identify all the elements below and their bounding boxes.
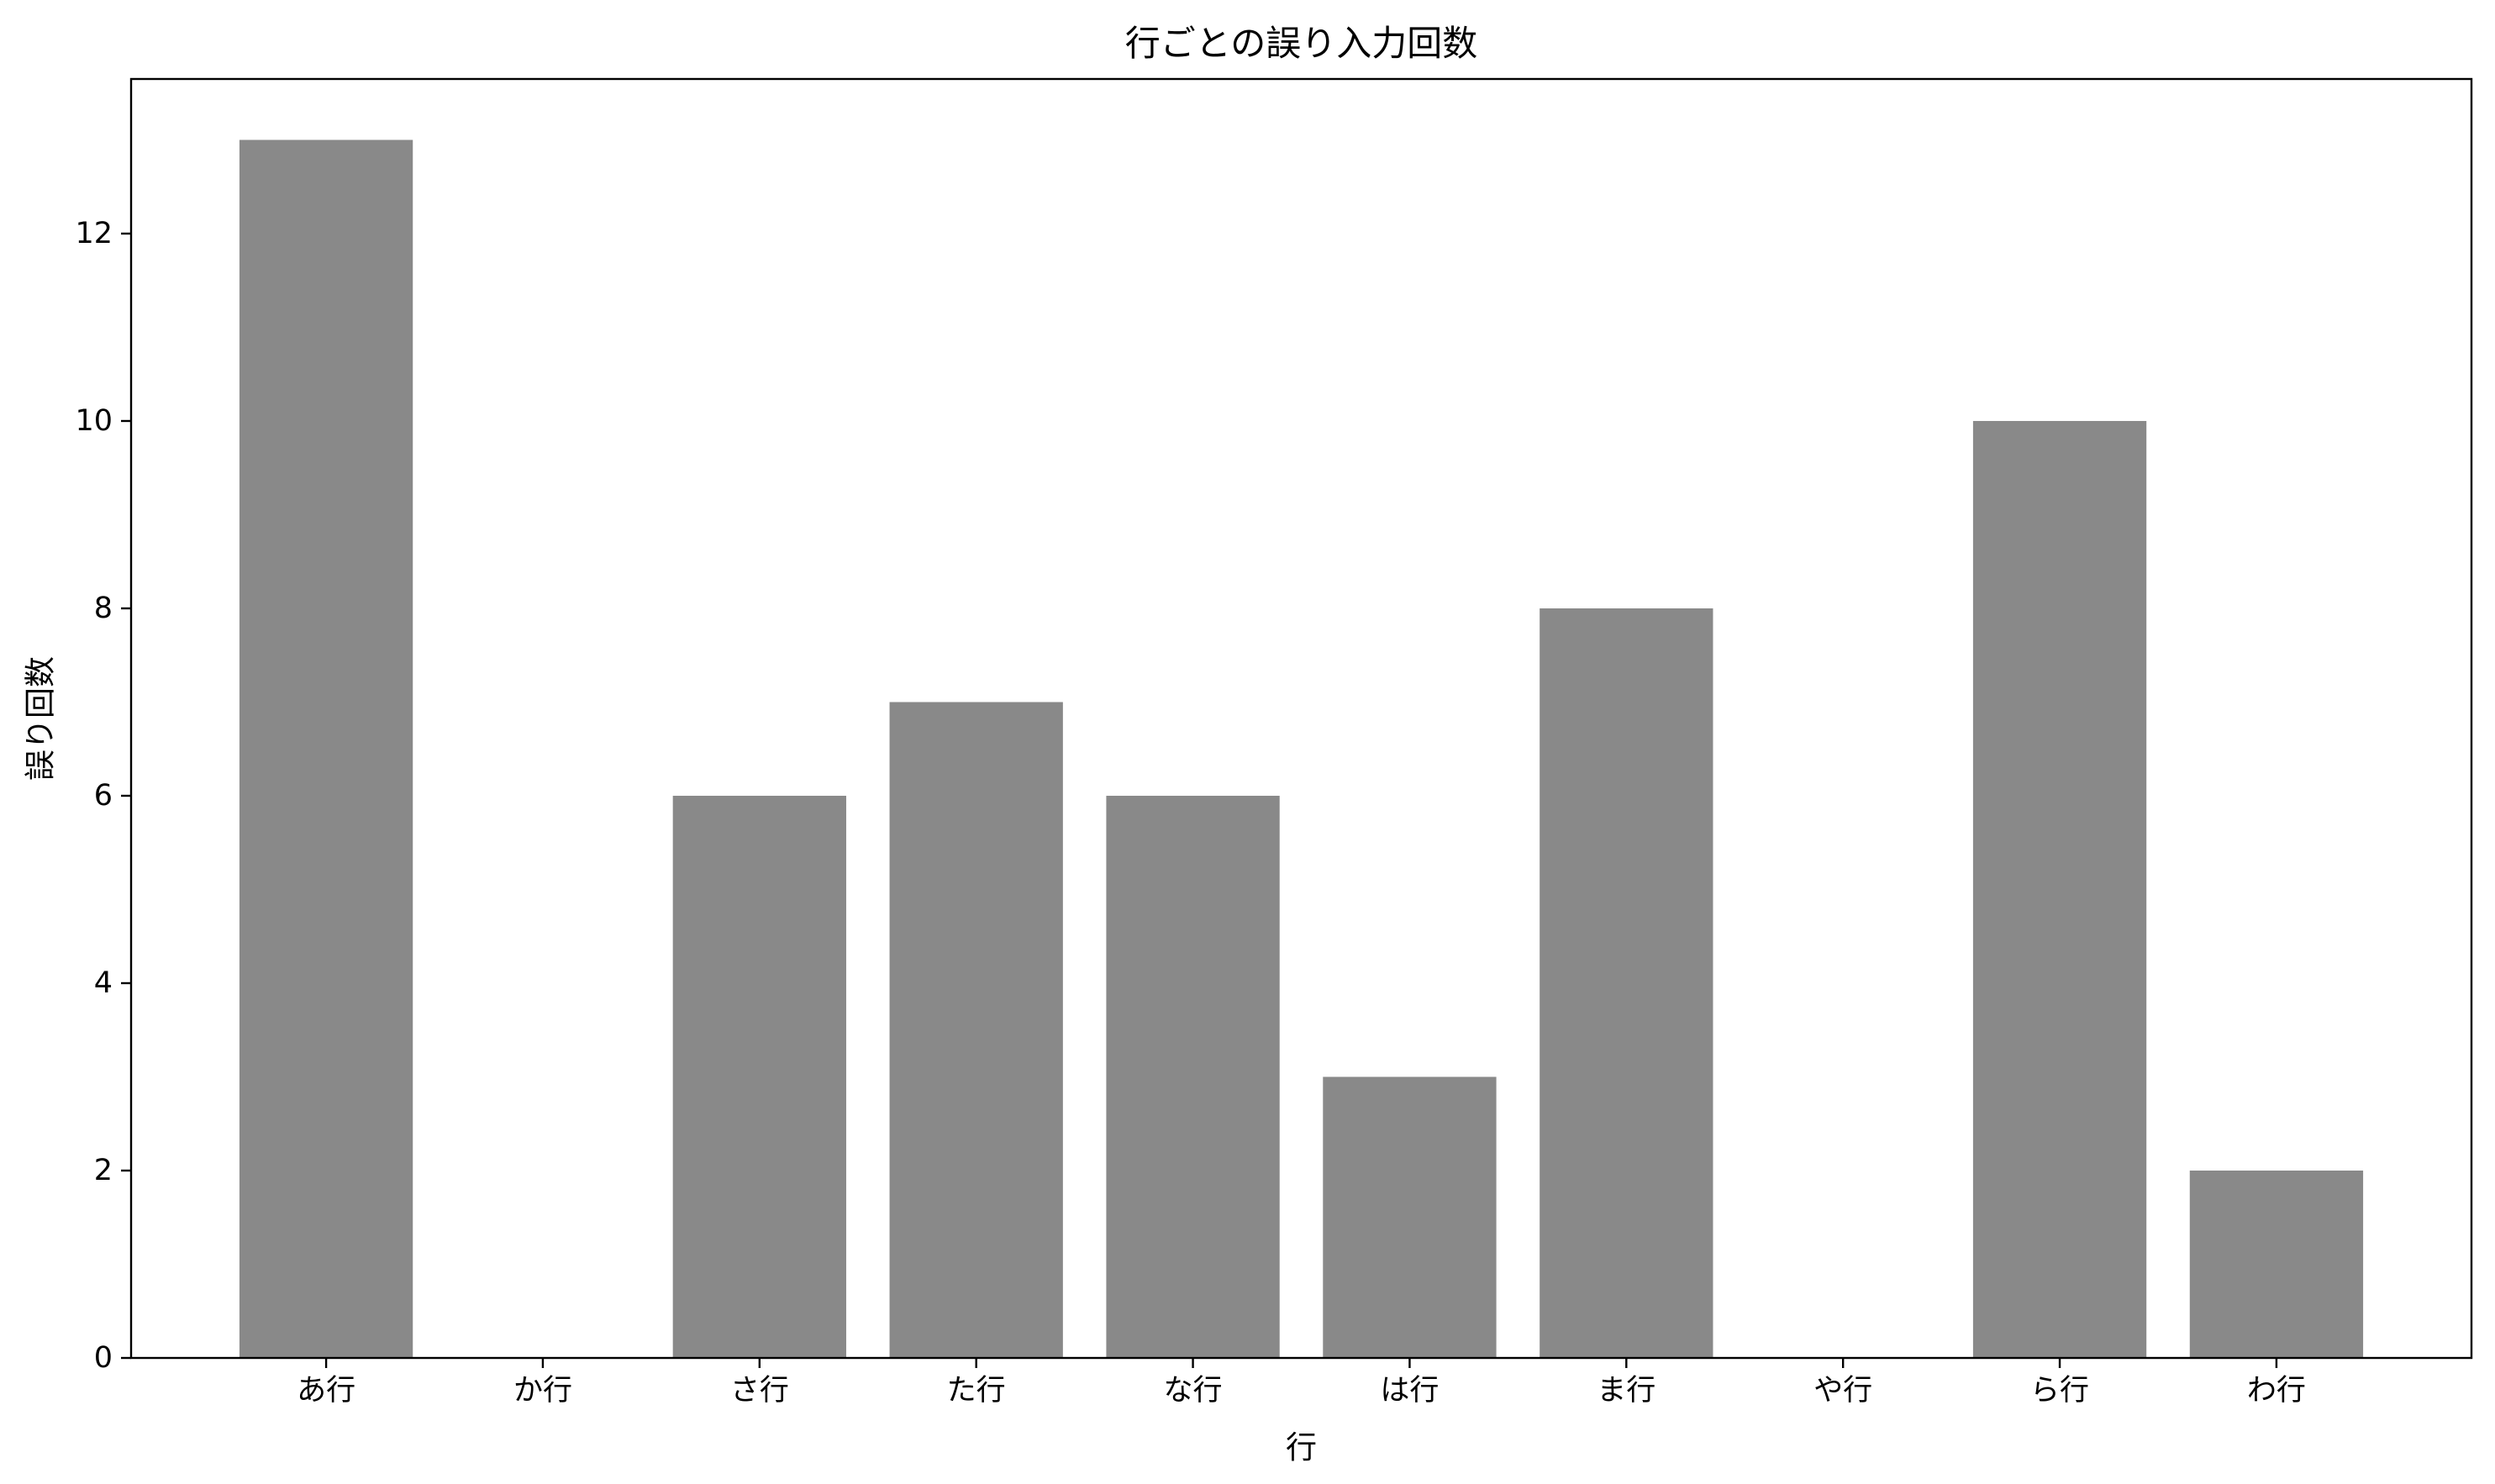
y-tick-label: 6 [94,779,113,813]
bar [889,702,1063,1358]
bar [1540,608,1713,1358]
bars-group [239,139,2364,1359]
x-tick-label: わ行 [2247,1374,2306,1408]
y-tick-label: 0 [94,1341,113,1375]
x-tick-label: は行 [1380,1374,1439,1408]
y-tick-label: 10 [75,404,113,438]
x-tick-label: か行 [513,1374,572,1408]
y-tick-label: 8 [94,592,113,625]
x-axis: あ行 か行 さ行 た行 な行 は行 ま行 や行 ら行 わ行 [297,1358,2306,1408]
x-tick-label: さ行 [730,1374,789,1408]
y-tick-label: 12 [75,217,113,250]
x-tick-label: た行 [947,1374,1006,1408]
bar [2189,1171,2364,1358]
y-tick-label: 2 [94,1154,113,1187]
bar [1106,795,1280,1358]
bar [672,795,846,1358]
y-axis: 0 2 4 6 8 10 12 [75,217,131,1375]
plot-frame [129,77,2473,1360]
chart-title: 行ごとの誤り入力回数 [1125,23,1478,64]
bar [1972,420,2147,1359]
x-tick-label: や行 [1813,1374,1872,1408]
x-tick-label: ま行 [1597,1374,1655,1408]
x-axis-title: 行 [1286,1429,1317,1466]
x-tick-label: あ行 [297,1374,355,1408]
bar [239,139,413,1359]
y-tick-label: 4 [94,966,113,1000]
bar [1323,1076,1497,1358]
y-axis-title: 誤り回数 [23,656,59,781]
x-tick-label: ら行 [2030,1374,2089,1408]
x-tick-label: な行 [1164,1374,1223,1408]
